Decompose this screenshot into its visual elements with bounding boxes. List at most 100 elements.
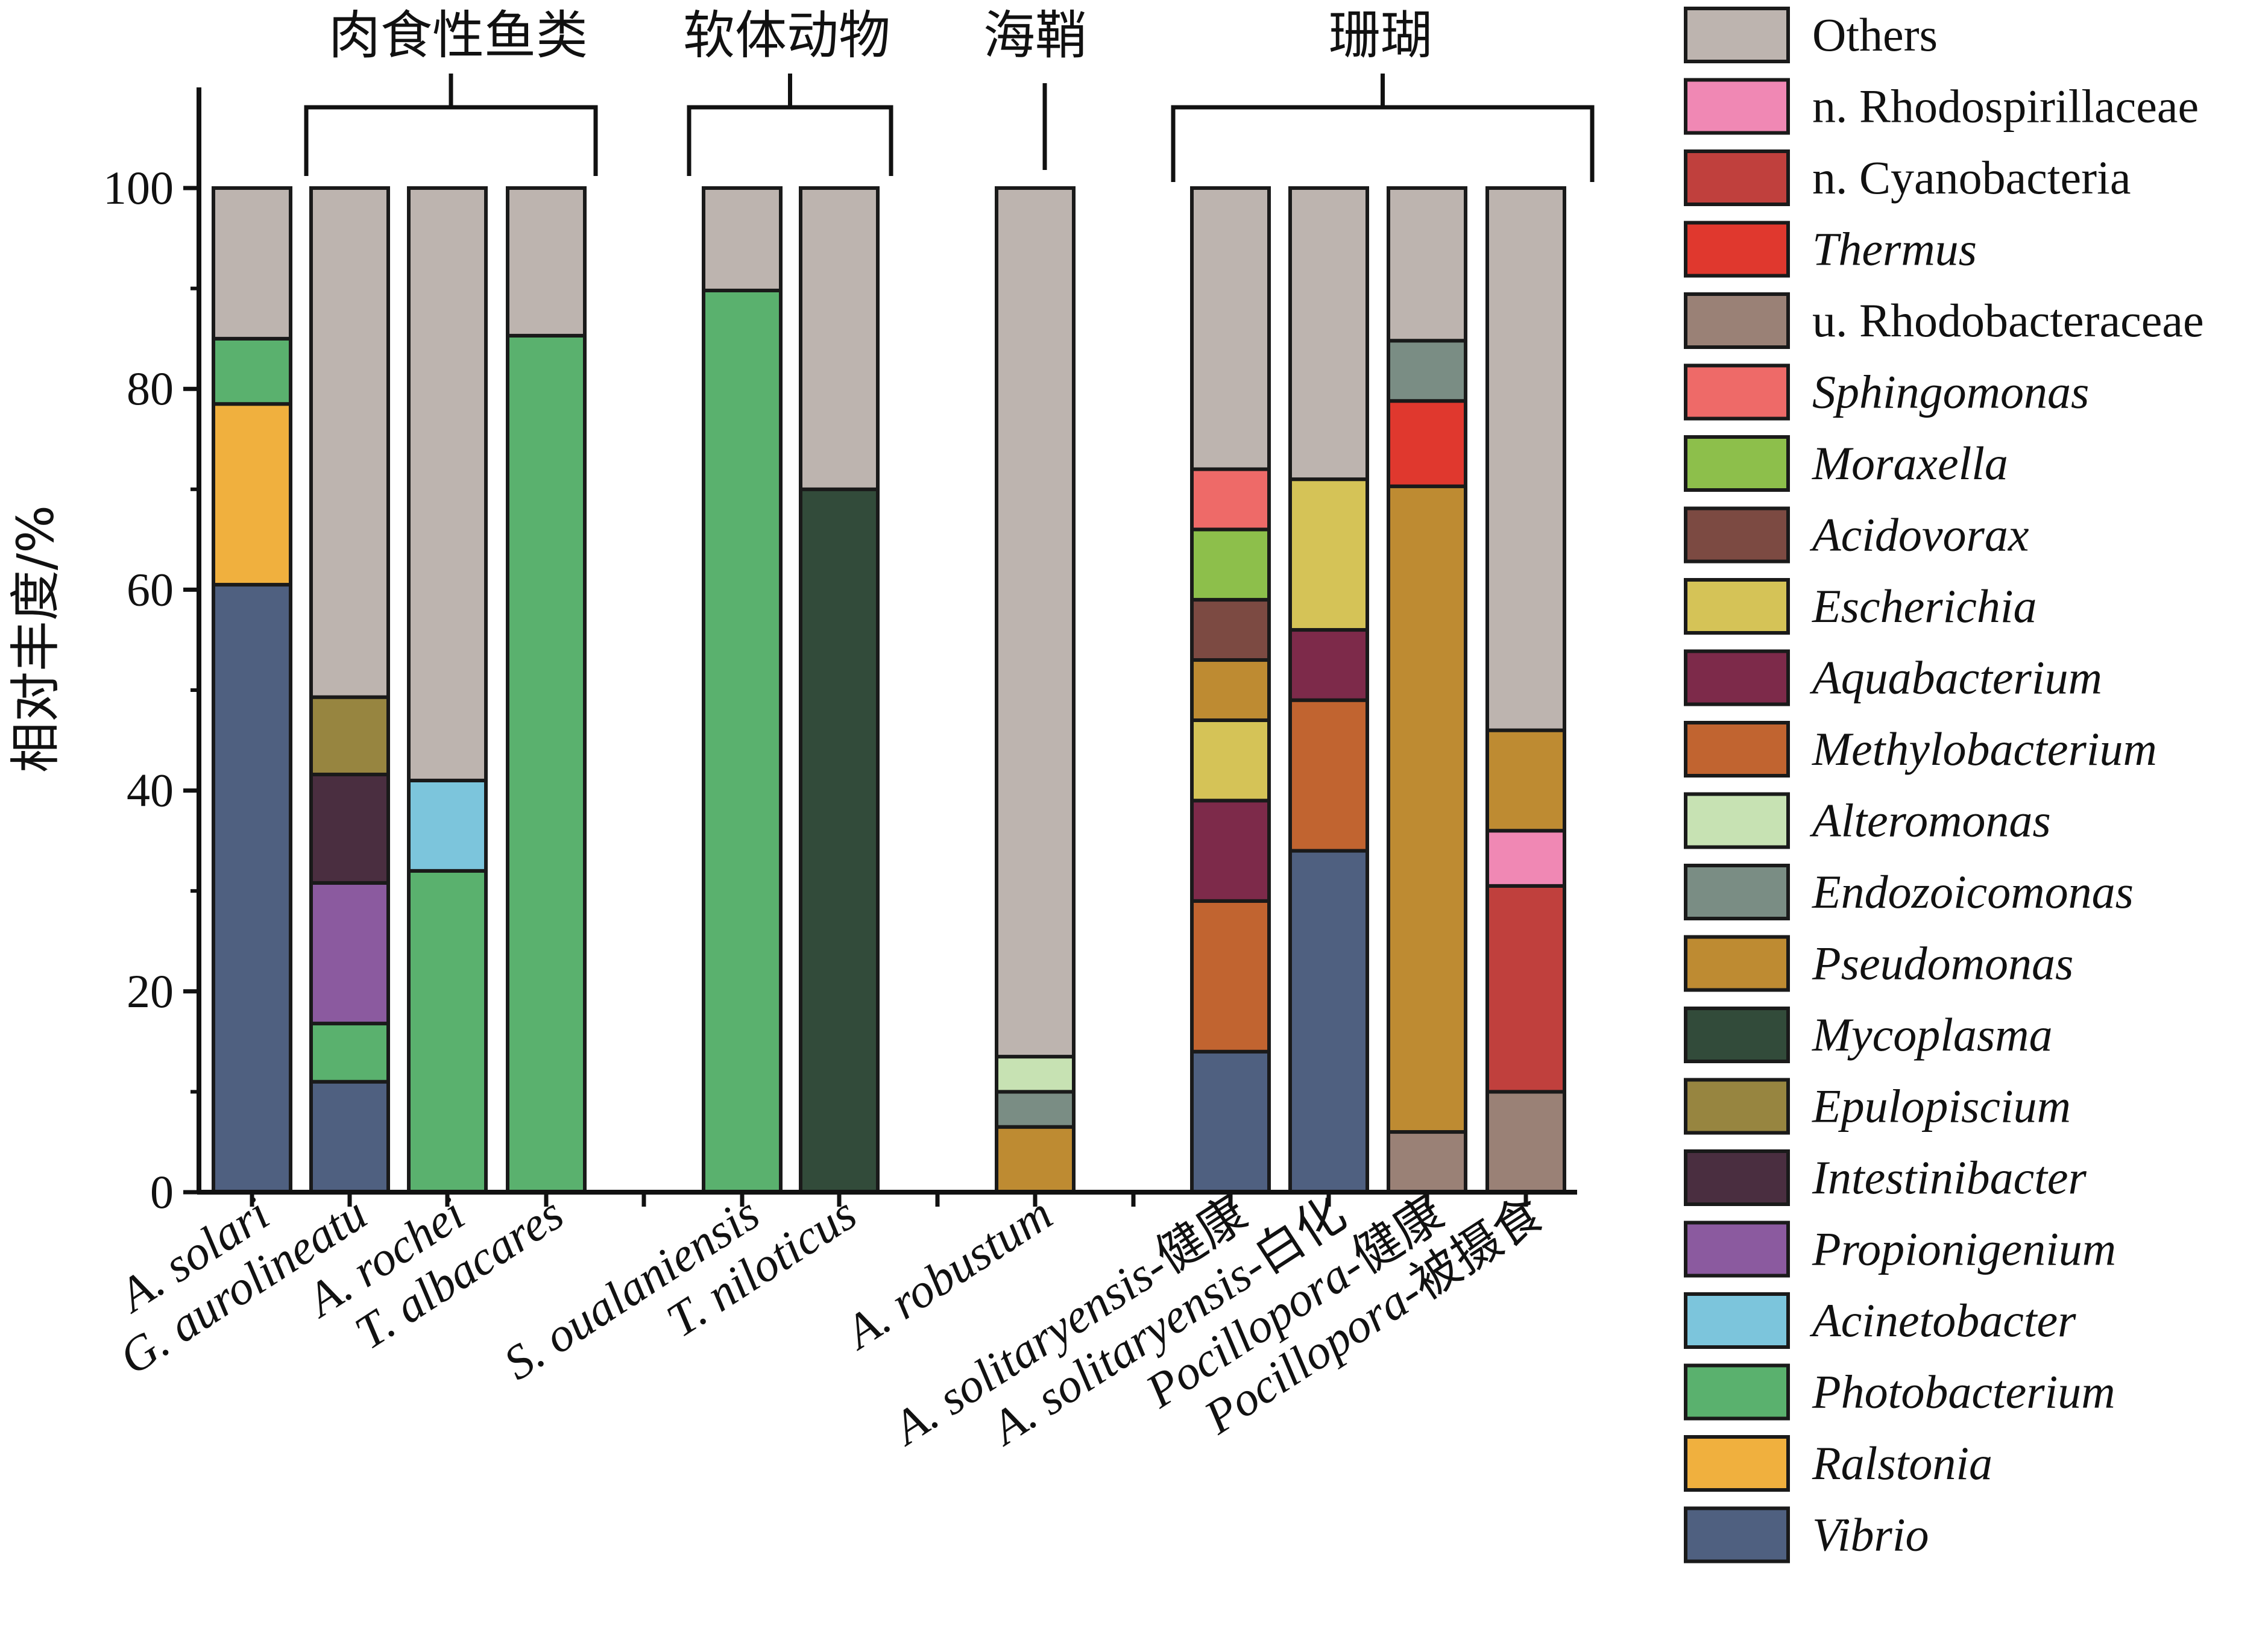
legend-swatch (1684, 1149, 1790, 1206)
legend-item-mycoplasma: Mycoplasma (1684, 1007, 2053, 1063)
legend-label: Vibrio (1812, 1509, 1929, 1561)
bar-segment-n-cyanobacteria (1485, 884, 1566, 1094)
bar-g-aurolineatu (309, 186, 390, 1194)
bar-segment-others (1387, 186, 1467, 343)
legend-swatch (1684, 1221, 1790, 1278)
bar-segment-moraxella (1190, 527, 1271, 602)
legend-item-intestinibacter: Intestinibacter (1684, 1149, 2087, 1206)
legend-swatch (1684, 721, 1790, 778)
legend-item-u-rhodobacteraceae: u. Rhodobacteraceae (1684, 292, 2204, 349)
legend-label: u. Rhodobacteraceae (1812, 294, 2204, 347)
legend-item-methylobacterium: Methylobacterium (1684, 721, 2157, 778)
legend-swatch (1684, 149, 1790, 206)
group-bracket (1171, 74, 1595, 182)
bar-segment-epulopiscium (309, 695, 390, 776)
group-label: 肉食性鱼类 (329, 5, 588, 66)
legend-label: Acidovorax (1809, 509, 2029, 561)
y-tick-label: 60 (127, 563, 174, 615)
legend-label: Sphingomonas (1812, 366, 2089, 418)
bar-segment-photobacterium (506, 333, 587, 1194)
y-tick-label: 20 (127, 965, 174, 1017)
legend-label: Moraxella (1812, 437, 2008, 489)
legend-label: Propionigenium (1812, 1223, 2116, 1275)
bar-segment-photobacterium (212, 336, 292, 406)
bar-a-solari (212, 186, 292, 1194)
legend-swatch (1684, 1292, 1790, 1349)
legend-item-n-rhodospirillaceae: n. Rhodospirillaceae (1684, 78, 2199, 135)
group-label: 软体动物 (683, 5, 890, 66)
bar-segment-vibrio (309, 1079, 390, 1194)
legend: Others n. Rhodospirillaceae n. Cyanobacter… (1684, 7, 2204, 1563)
legend-item-moraxella: Moraxella (1684, 435, 2008, 492)
bar-segment-propionigenium (309, 881, 390, 1026)
legend-item-vibrio: Vibrio (1684, 1506, 1929, 1563)
group-bracket (687, 74, 893, 176)
legend-swatch (1684, 78, 1790, 135)
legend-swatch (1684, 221, 1790, 278)
bar-segment-escherichia (1288, 477, 1369, 632)
legend-swatch (1684, 1007, 1790, 1063)
bar-segment-others (1485, 186, 1566, 732)
bar-segment-pseudomonas (995, 1125, 1076, 1194)
bar-segment-endozoicomonas (995, 1090, 1076, 1129)
legend-item-n-cyanobacteria: n. Cyanobacteria (1684, 149, 2131, 206)
bar-segment-endozoicomonas (1387, 339, 1467, 403)
legend-label: Mycoplasma (1812, 1008, 2053, 1061)
bar-a-solitaryensis-健康 (1190, 186, 1271, 1195)
bar-segment-others (702, 186, 783, 292)
group-珊瑚: 珊瑚 (1171, 5, 1595, 182)
legend-swatch (1684, 292, 1790, 349)
group-bracket (304, 74, 598, 176)
legend-item-propionigenium: Propionigenium (1684, 1221, 2116, 1278)
bar-a-robustum (995, 186, 1076, 1194)
bar-segment-acinetobacter (407, 778, 488, 873)
legend-label: Others (1812, 8, 1938, 61)
bar-t-albacares (506, 186, 587, 1194)
legend-item-others: Others (1684, 7, 1938, 63)
legend-item-epulopiscium: Epulopiscium (1684, 1078, 2071, 1135)
bar-segment-others (506, 186, 587, 338)
y-tick-label: 40 (127, 764, 174, 817)
legend-item-escherichia: Escherichia (1684, 578, 2037, 635)
bar-segment-others (309, 186, 390, 699)
bar-a-rochei (407, 186, 488, 1194)
group-海鞘: 海鞘 (983, 5, 1087, 170)
group-brackets: 肉食性鱼类 软体动物 海鞘 珊瑚 (304, 5, 1595, 182)
bar-segment-aquabacterium (1190, 799, 1271, 903)
legend-swatch (1684, 435, 1790, 492)
bar-segment-sphingomonas (1190, 467, 1271, 532)
legend-swatch (1684, 1506, 1790, 1563)
bar-segment-vibrio (1190, 1049, 1271, 1195)
group-肉食性鱼类: 肉食性鱼类 (304, 5, 598, 176)
bar-segment-pseudomonas (1387, 484, 1467, 1134)
legend-item-aquabacterium: Aquabacterium (1684, 649, 2102, 706)
legend-swatch (1684, 1078, 1790, 1135)
legend-label: Epulopiscium (1812, 1080, 2071, 1133)
legend-item-alteromonas: Alteromonas (1684, 792, 2051, 849)
bar-segment-u-rhodobacteraceae (1387, 1130, 1467, 1195)
legend-swatch (1684, 1435, 1790, 1492)
bar-pocillopora-健康 (1387, 186, 1467, 1195)
bar-segment-others (1190, 186, 1271, 471)
legend-swatch (1684, 7, 1790, 63)
legend-label: Thermus (1812, 223, 1977, 275)
bar-segment-intestinibacter (309, 772, 390, 885)
legend-swatch (1684, 864, 1790, 920)
bar-segment-pseudomonas (1190, 658, 1271, 722)
legend-label: Methylobacterium (1812, 723, 2157, 775)
bar-segment-escherichia (1190, 718, 1271, 803)
bar-s-oualaniensis (702, 186, 783, 1194)
bar-segment-aquabacterium (1288, 628, 1369, 702)
y-tick-label: 100 (103, 162, 174, 214)
bar-segment-n-rhodospirillaceae (1485, 829, 1566, 888)
group-label: 海鞘 (983, 5, 1087, 66)
bar-segment-alteromonas (995, 1055, 1076, 1094)
y-axis-label: 相对丰度/% (6, 505, 65, 773)
group-label: 珊瑚 (1329, 5, 1432, 66)
legend-label: Endozoicomonas (1812, 866, 2134, 918)
y-tick-label: 0 (150, 1166, 174, 1218)
legend-swatch (1684, 935, 1790, 992)
legend-swatch (1684, 578, 1790, 635)
